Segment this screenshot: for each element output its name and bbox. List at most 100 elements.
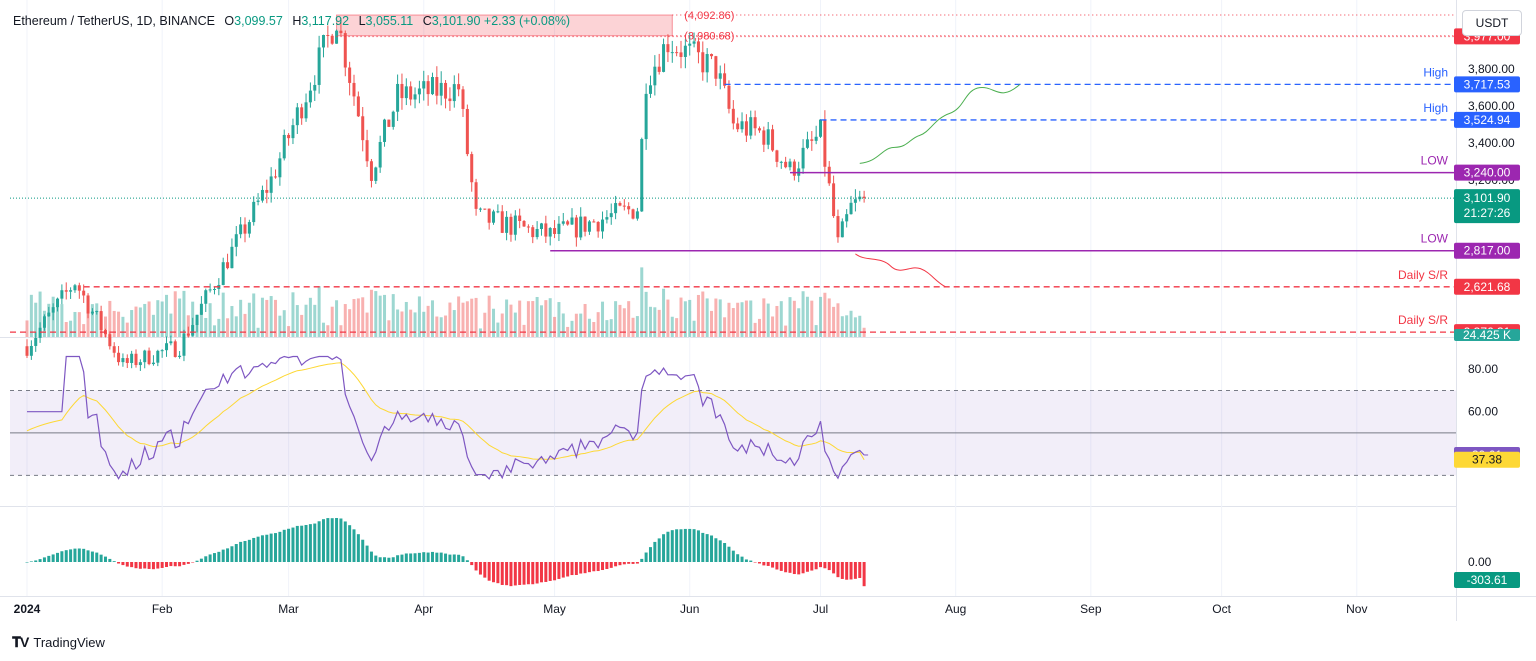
- volume-bar: [513, 312, 517, 337]
- candle-body: [426, 81, 430, 95]
- candle-body: [648, 85, 652, 94]
- candle-body: [404, 86, 408, 99]
- level-price-tag-bg: [1454, 164, 1520, 181]
- volume-bar: [731, 308, 735, 337]
- candle-body: [500, 211, 504, 233]
- volume-bar: [840, 316, 844, 337]
- candle-body: [614, 203, 618, 214]
- volume-bar: [335, 300, 339, 337]
- candle-body: [374, 167, 378, 181]
- macd-histogram-bar: [326, 518, 330, 562]
- volume-bar: [474, 297, 478, 337]
- candle-body: [125, 358, 129, 363]
- macd-histogram-bar: [714, 538, 718, 562]
- candle-body: [832, 183, 836, 217]
- time-tick-label: Jul: [813, 602, 828, 616]
- macd-histogram-bar: [112, 561, 116, 562]
- zone-upper-label: (4,092.86): [684, 10, 734, 22]
- volume-bar: [692, 320, 696, 337]
- candle-body: [69, 290, 73, 292]
- tradingview-logo[interactable]: 𝐓V TradingView: [12, 634, 105, 651]
- candle-body: [505, 216, 509, 233]
- candle-body: [566, 221, 570, 225]
- macd-histogram-bar: [579, 562, 583, 574]
- candle-body: [330, 35, 334, 44]
- volume-bar: [788, 297, 792, 337]
- candle-body: [675, 52, 679, 54]
- volume-bar: [234, 316, 238, 337]
- macd-histogram-bar: [317, 521, 321, 562]
- currency-button[interactable]: USDT: [1462, 10, 1522, 36]
- volume-bar: [452, 310, 456, 337]
- price-tick-label: 3,600.00: [1468, 99, 1515, 113]
- macd-histogram-bar: [801, 562, 805, 574]
- candle-body: [34, 337, 38, 346]
- volume-bar: [753, 322, 757, 337]
- macd-histogram-bar: [29, 561, 33, 562]
- volume-bar: [60, 304, 64, 337]
- candle-body: [287, 134, 291, 139]
- candle-body: [138, 362, 142, 366]
- volume-bar: [413, 312, 417, 337]
- volume-bar: [805, 296, 809, 337]
- candle-body: [666, 44, 670, 53]
- macd-histogram-bar: [548, 562, 552, 581]
- volume-bar: [675, 318, 679, 337]
- volume-bar: [330, 306, 334, 337]
- candle-body: [465, 108, 469, 155]
- macd-histogram-bar: [95, 552, 99, 562]
- macd-histogram-bar: [448, 554, 452, 562]
- macd-histogram-bar: [535, 562, 539, 584]
- macd-histogram-bar: [727, 546, 731, 562]
- volume-bar: [483, 312, 487, 337]
- macd-histogram-bar: [330, 518, 334, 562]
- volume-bar: [771, 316, 775, 337]
- macd-tick-label: 0.00: [1468, 555, 1492, 569]
- volume-bar: [714, 298, 718, 337]
- candle-body: [618, 203, 622, 206]
- candle-body: [749, 117, 753, 136]
- macd-histogram-bar: [648, 547, 652, 562]
- volume-bar: [265, 299, 269, 337]
- volume-bar: [640, 267, 644, 337]
- rsi-ma-line: [26, 362, 865, 460]
- macd-histogram-bar: [561, 562, 565, 578]
- macd-histogram-bar: [640, 558, 644, 562]
- volume-bar: [64, 322, 68, 337]
- macd-histogram-bar: [605, 562, 609, 569]
- volume-bar: [317, 286, 321, 337]
- time-tick-label: Mar: [278, 602, 299, 616]
- macd-histogram-bar: [683, 528, 687, 562]
- candle-body: [470, 154, 474, 183]
- volume-bar: [688, 299, 692, 337]
- brand-name: TradingView: [33, 635, 105, 650]
- macd-histogram-bar: [444, 553, 448, 562]
- macd-histogram-bar: [343, 521, 347, 562]
- macd-histogram-bar: [644, 552, 648, 562]
- candle-body: [657, 66, 661, 72]
- rsi-pane: [10, 355, 1456, 480]
- macd-histogram-bar: [38, 559, 42, 562]
- candle-body: [779, 161, 783, 163]
- macd-histogram-bar: [775, 562, 779, 570]
- candle-body: [775, 150, 779, 162]
- macd-histogram-bar: [635, 562, 639, 564]
- candle-body: [413, 94, 417, 100]
- volume-bar: [535, 296, 539, 337]
- volume-bar: [775, 305, 779, 337]
- volume-bar: [374, 291, 378, 337]
- volume-bar: [526, 301, 530, 337]
- candle-body: [186, 333, 190, 336]
- close-value: 3,101.90: [431, 14, 481, 28]
- volume-bar: [25, 320, 29, 337]
- macd-histogram-bar: [627, 562, 631, 564]
- volume-bar: [496, 322, 500, 337]
- volume-bar: [435, 316, 439, 337]
- time-axis: 2024 Feb Mar Apr May Jun Jul Aug Sep Oct Nov: [14, 602, 1368, 616]
- macd-histogram-bar: [287, 528, 291, 562]
- macd-histogram-bar: [836, 562, 840, 578]
- candle-body: [247, 222, 251, 234]
- candle-body: [788, 161, 792, 168]
- candle-body: [195, 314, 199, 326]
